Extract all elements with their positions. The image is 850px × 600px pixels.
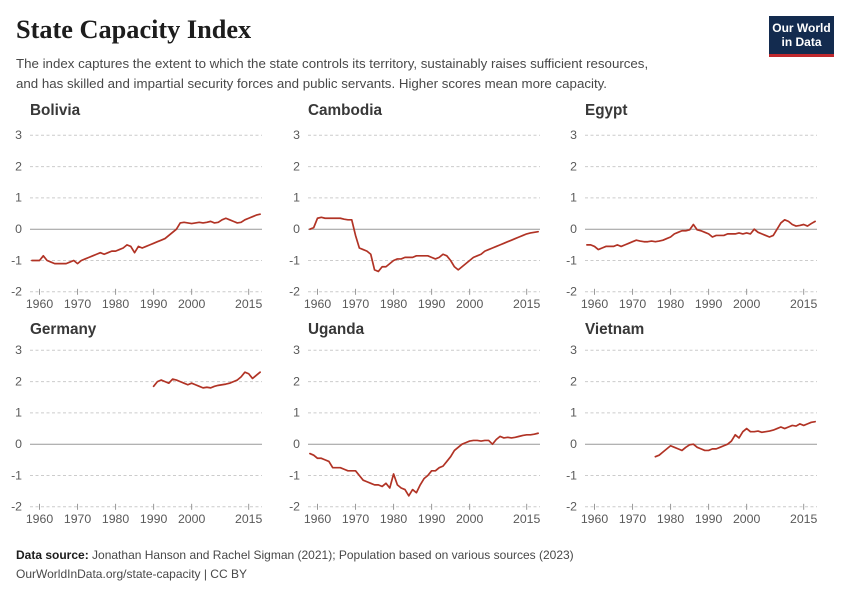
svg-text:2015: 2015 [235, 296, 263, 310]
svg-text:3: 3 [293, 343, 300, 357]
svg-text:1: 1 [570, 405, 577, 419]
svg-text:2: 2 [570, 374, 577, 388]
svg-text:-2: -2 [289, 284, 300, 298]
svg-text:-2: -2 [566, 284, 577, 298]
svg-text:3: 3 [570, 343, 577, 357]
svg-text:3: 3 [15, 128, 22, 142]
svg-text:2015: 2015 [235, 511, 263, 525]
svg-text:1960: 1960 [304, 296, 332, 310]
svg-text:1: 1 [15, 190, 22, 204]
svg-text:2000: 2000 [733, 296, 761, 310]
svg-text:0: 0 [15, 222, 22, 236]
svg-text:2: 2 [293, 159, 300, 173]
svg-text:-1: -1 [11, 253, 22, 267]
svg-text:3: 3 [293, 128, 300, 142]
svg-text:1990: 1990 [140, 296, 168, 310]
svg-text:3: 3 [570, 128, 577, 142]
svg-text:2015: 2015 [513, 511, 541, 525]
svg-text:1990: 1990 [418, 511, 446, 525]
svg-text:1960: 1960 [26, 511, 54, 525]
svg-text:2: 2 [15, 159, 22, 173]
svg-text:2: 2 [15, 374, 22, 388]
svg-text:1960: 1960 [581, 511, 609, 525]
svg-text:0: 0 [570, 222, 577, 236]
svg-text:1: 1 [570, 190, 577, 204]
svg-text:-1: -1 [289, 253, 300, 267]
svg-text:-1: -1 [289, 468, 300, 482]
svg-text:1960: 1960 [581, 296, 609, 310]
svg-text:1: 1 [293, 405, 300, 419]
svg-text:1970: 1970 [619, 296, 647, 310]
svg-text:1960: 1960 [26, 296, 54, 310]
svg-text:1970: 1970 [619, 511, 647, 525]
svg-text:1980: 1980 [380, 511, 408, 525]
svg-text:1: 1 [15, 405, 22, 419]
svg-text:2000: 2000 [456, 511, 484, 525]
svg-text:0: 0 [570, 437, 577, 451]
svg-text:2015: 2015 [513, 296, 541, 310]
svg-text:2000: 2000 [178, 511, 206, 525]
svg-text:2: 2 [570, 159, 577, 173]
svg-text:2015: 2015 [790, 511, 818, 525]
svg-text:1990: 1990 [695, 296, 723, 310]
svg-text:2000: 2000 [178, 296, 206, 310]
svg-text:1970: 1970 [342, 296, 370, 310]
svg-text:0: 0 [293, 222, 300, 236]
svg-text:0: 0 [15, 437, 22, 451]
svg-text:-2: -2 [11, 284, 22, 298]
svg-text:1970: 1970 [64, 296, 92, 310]
svg-text:-2: -2 [11, 499, 22, 513]
svg-text:1980: 1980 [657, 296, 685, 310]
svg-text:2015: 2015 [790, 296, 818, 310]
svg-text:1980: 1980 [657, 511, 685, 525]
svg-text:3: 3 [15, 343, 22, 357]
svg-text:-1: -1 [11, 468, 22, 482]
svg-text:1960: 1960 [304, 511, 332, 525]
svg-text:-1: -1 [566, 468, 577, 482]
svg-text:1990: 1990 [140, 511, 168, 525]
svg-text:-1: -1 [566, 253, 577, 267]
svg-text:2: 2 [293, 374, 300, 388]
svg-text:1970: 1970 [64, 511, 92, 525]
svg-text:-2: -2 [566, 499, 577, 513]
svg-text:1990: 1990 [695, 511, 723, 525]
svg-text:1990: 1990 [418, 296, 446, 310]
svg-text:1980: 1980 [102, 511, 130, 525]
svg-text:1980: 1980 [380, 296, 408, 310]
svg-text:1970: 1970 [342, 511, 370, 525]
svg-text:1: 1 [293, 190, 300, 204]
svg-text:2000: 2000 [456, 296, 484, 310]
svg-text:-2: -2 [289, 499, 300, 513]
svg-text:0: 0 [293, 437, 300, 451]
svg-text:2000: 2000 [733, 511, 761, 525]
svg-text:1980: 1980 [102, 296, 130, 310]
